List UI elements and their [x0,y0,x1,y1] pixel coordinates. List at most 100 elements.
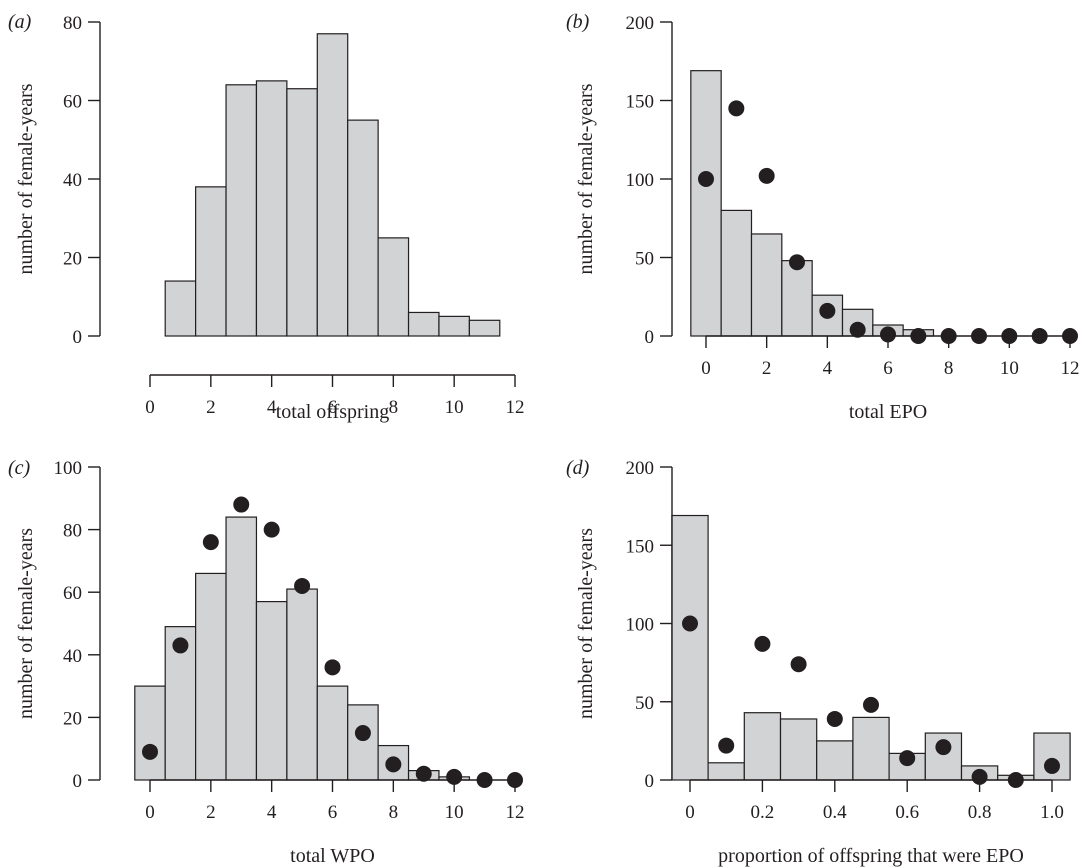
panel-c-y-label: number of female-years [15,528,37,719]
panel-b-y-label: number of female-years [575,83,597,274]
panel-d-bars [671,514,1071,781]
bar [316,33,349,337]
point [233,496,250,513]
bar [195,186,227,337]
bar [255,600,288,781]
y-tick-label: 20 [63,708,82,729]
x-tick-label: 4 [267,802,277,823]
point [142,743,158,760]
x-tick-label: 0.2 [751,802,775,823]
y-tick-label: 100 [626,615,655,636]
panel-b-x-label: total EPO [849,401,927,423]
panel-c-label: (c) [8,457,31,479]
point [385,756,402,773]
point [682,615,698,632]
point [354,725,371,742]
bar [347,704,379,781]
panel-d: (d) 0 50 100 150 200 0 0.2 0.4 0.6 0.8 1.0 propor… [566,457,1071,867]
bar [468,319,501,337]
y-tick-label: 150 [626,536,655,557]
bar [816,740,854,781]
x-tick-label: 4 [267,397,277,418]
panel-b-y-ticks: 0 50 100 150 200 [626,13,672,348]
x-tick-label: 2 [206,802,216,823]
bar [852,716,890,781]
x-tick-label: 10 [1000,358,1019,379]
bar [743,712,782,781]
point [202,534,219,551]
point [415,765,432,782]
x-tick-label: 10 [445,802,464,823]
panel-c: (c) 0 20 40 60 80 100 0 2 4 6 8 10 12 total WPO num… [8,457,525,867]
x-tick-label: 12 [506,397,525,418]
x-tick-label: 6 [328,397,338,418]
y-tick-label: 150 [626,92,655,113]
x-tick-label: 0 [685,802,695,823]
bar [377,237,410,337]
panel-d-label: (d) [566,457,590,479]
x-tick-label: 0 [145,802,155,823]
panel-c-bars [134,516,470,781]
y-tick-label: 20 [63,249,82,270]
bar [286,88,318,337]
y-tick-label: 60 [63,92,82,113]
x-tick-label: 8 [944,358,954,379]
y-tick-label: 40 [63,170,82,191]
x-tick-label: 0 [145,397,155,418]
panel-d-y-ticks: 0 50 100 150 200 [626,458,672,792]
bar [164,280,197,337]
y-tick-label: 0 [73,327,83,348]
x-tick-label: 8 [389,397,399,418]
point [899,750,916,767]
y-tick-label: 40 [63,646,82,667]
bar [134,685,166,781]
panel-a-y-label: number of female-years [15,83,37,274]
x-tick-label: 0.8 [968,802,992,823]
panel-a-bars [164,33,501,337]
x-tick-label: 2 [762,358,772,379]
bar [255,80,288,337]
x-tick-label: 12 [506,802,525,823]
bar [779,718,818,781]
point [324,659,341,676]
point [1044,757,1060,774]
bar [286,588,318,781]
x-tick-label: 2 [206,397,216,418]
panel-d-points [682,615,1060,788]
point [754,635,771,652]
y-tick-label: 0 [73,771,83,792]
panel-a-y-ticks: 0 20 40 60 80 [63,13,100,348]
bar [347,119,379,337]
point [718,737,735,754]
x-tick-label: 1.0 [1040,802,1064,823]
x-tick-label: 0.6 [895,802,919,823]
y-tick-label: 80 [63,521,82,542]
point [863,696,879,713]
bar [225,516,258,781]
y-tick-label: 200 [626,13,655,34]
y-tick-label: 200 [626,458,655,479]
panel-b-x-ticks: 0 2 4 6 8 10 12 [701,336,1080,379]
x-tick-label: 0 [701,358,711,379]
point [698,171,714,187]
y-tick-label: 100 [626,170,655,191]
y-tick-label: 50 [635,693,654,714]
panel-d-x-ticks: 0 0.2 0.4 0.6 0.8 1.0 [685,780,1064,823]
point [758,167,775,184]
bar [407,311,440,337]
x-tick-label: 8 [389,802,399,823]
y-tick-label: 0 [645,771,655,792]
point [728,100,745,117]
y-tick-label: 0 [645,327,655,348]
x-tick-label: 10 [445,397,464,418]
panel-d-x-label: proportion of offspring that were EPO [718,845,1024,867]
point [263,521,280,538]
bar [750,233,783,337]
bar [225,84,258,337]
bar [671,514,709,781]
point [826,710,843,727]
point [849,321,866,338]
point [446,768,463,785]
